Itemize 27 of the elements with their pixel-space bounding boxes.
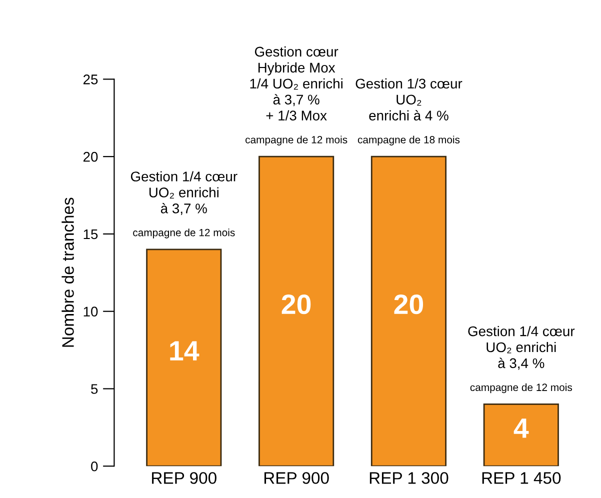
- annotation: campagne de 12 mois: [246, 136, 348, 146]
- bar: [483, 404, 559, 466]
- x-tick-label: REP 1 300: [370, 472, 448, 484]
- bar: [370, 156, 447, 466]
- bar: [146, 248, 222, 466]
- annotation: campagne de 12 mois: [133, 228, 235, 238]
- y-tick-label: 25: [83, 74, 98, 84]
- data-label: 14: [170, 341, 200, 360]
- y-tick-label: 20: [83, 152, 98, 162]
- y-tick-label: 5: [91, 384, 98, 394]
- bar: [258, 156, 334, 466]
- y-axis-title: Nombre de tranches: [62, 198, 74, 347]
- data-label: 20: [394, 294, 424, 314]
- annotation: Gestion 1/3 cœur UO₂ enrichi à 4 %: [356, 78, 462, 120]
- y-tick-label: 0: [91, 461, 98, 472]
- x-tick-label: REP 900: [264, 472, 329, 484]
- annotation: Gestion 1/4 cœur UO₂ enrichi à 3,7 %: [130, 171, 238, 215]
- data-label: 20: [282, 294, 311, 314]
- annotation: Gestion cœur Hybride Mox 1/4 UO₂ enrichi à 3,7 % + 1/3 Mox: [250, 46, 342, 120]
- annotation: Gestion 1/4 cœur UO₂ enrichi à 3,4 %: [468, 326, 575, 370]
- x-tick-label: REP 1 450: [482, 472, 561, 484]
- data-label: 4: [514, 418, 529, 438]
- y-tick-label: 10: [84, 306, 98, 317]
- annotation: campagne de 12 mois: [470, 383, 572, 394]
- y-tick-label: 15: [84, 229, 98, 240]
- annotation: campagne de 18 mois: [358, 136, 460, 146]
- x-tick-label: REP 900: [152, 472, 216, 484]
